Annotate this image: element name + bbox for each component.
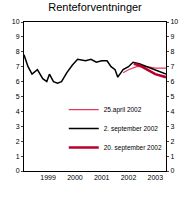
- svg-text:25.april 2002: 25.april 2002: [104, 106, 142, 114]
- svg-text:0: 0: [170, 167, 174, 174]
- svg-text:8: 8: [170, 48, 174, 55]
- svg-text:1: 1: [16, 153, 20, 160]
- svg-text:2000: 2000: [67, 174, 83, 181]
- svg-text:3: 3: [16, 123, 20, 130]
- svg-text:2: 2: [170, 138, 174, 145]
- svg-text:10: 10: [12, 18, 20, 25]
- svg-text:7: 7: [170, 63, 174, 70]
- svg-text:7: 7: [16, 63, 20, 70]
- svg-text:1999: 1999: [40, 174, 56, 181]
- svg-text:5: 5: [170, 93, 174, 100]
- svg-text:Renteforventninger: Renteforventninger: [48, 1, 142, 13]
- svg-text:2. september 2002: 2. september 2002: [104, 125, 159, 133]
- svg-text:2003: 2003: [147, 174, 163, 181]
- svg-text:2: 2: [16, 138, 20, 145]
- svg-text:1: 1: [170, 153, 174, 160]
- svg-text:2001: 2001: [94, 174, 110, 181]
- svg-text:9: 9: [16, 33, 20, 40]
- svg-text:5: 5: [16, 93, 20, 100]
- svg-text:6: 6: [16, 78, 20, 85]
- svg-text:0: 0: [16, 167, 20, 174]
- svg-text:20. september 2002: 20. september 2002: [104, 144, 162, 152]
- svg-text:8: 8: [16, 48, 20, 55]
- svg-text:2002: 2002: [121, 174, 137, 181]
- svg-text:6: 6: [170, 78, 174, 85]
- svg-text:3: 3: [170, 123, 174, 130]
- svg-text:10: 10: [170, 18, 178, 25]
- svg-text:4: 4: [16, 108, 20, 115]
- svg-text:9: 9: [170, 33, 174, 40]
- svg-text:4: 4: [170, 108, 174, 115]
